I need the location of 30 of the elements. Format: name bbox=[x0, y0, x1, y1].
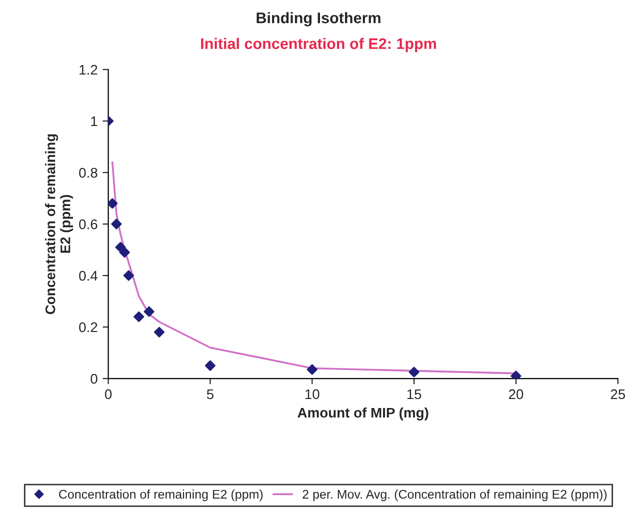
y-tick-label: 0.6 bbox=[79, 219, 98, 230]
x-tick-label: 5 bbox=[206, 389, 214, 400]
x-tick-label: 15 bbox=[407, 389, 422, 400]
y-axis-title: Concentration of remaining E2 (ppm) bbox=[45, 134, 74, 314]
point bbox=[111, 218, 122, 230]
y-tick-label: 0.2 bbox=[79, 322, 98, 332]
y-tick-label: 0.8 bbox=[79, 168, 98, 178]
y-tick-label: 0 bbox=[90, 374, 98, 384]
x-tick-label: 20 bbox=[508, 389, 524, 400]
chart-subtitle: Initial concentration of E2: 1ppm bbox=[201, 38, 436, 52]
chart-title: Binding Isotherm bbox=[256, 12, 380, 26]
y-tick-label: 1 bbox=[91, 116, 98, 126]
x-tick-label: 10 bbox=[305, 389, 320, 400]
legend-label: 2 per. Mov. Avg. (Concentration of remaining E2 (ppm)) bbox=[302, 490, 607, 502]
point bbox=[119, 247, 130, 258]
point bbox=[154, 326, 165, 338]
point bbox=[306, 364, 318, 375]
x-tick-label: 25 bbox=[610, 389, 626, 400]
point bbox=[204, 360, 216, 371]
point bbox=[123, 270, 134, 281]
y-tick-label: 0.4 bbox=[79, 270, 98, 281]
y-tick-label: 1.2 bbox=[80, 64, 98, 75]
point bbox=[510, 370, 522, 379]
point bbox=[134, 311, 144, 322]
point bbox=[108, 198, 118, 209]
x-axis-title: Amount of MIP (mg) bbox=[298, 407, 428, 420]
x-tick-label: 0 bbox=[104, 389, 112, 400]
point bbox=[144, 306, 154, 317]
legend-label: Concentration of remaining E2 (ppm) bbox=[59, 490, 263, 502]
point bbox=[408, 366, 420, 378]
